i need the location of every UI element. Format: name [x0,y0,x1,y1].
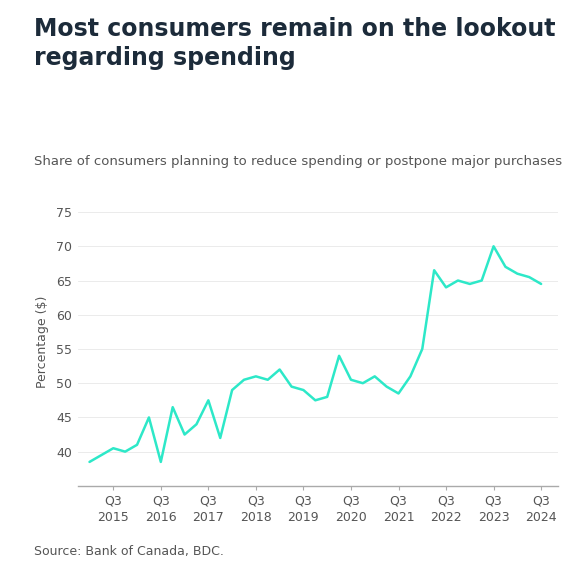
Text: Share of consumers planning to reduce spending or postpone major purchases: Share of consumers planning to reduce sp… [34,155,562,168]
Text: Source: Bank of Canada, BDC.: Source: Bank of Canada, BDC. [34,545,224,558]
Text: Most consumers remain on the lookout
regarding spending: Most consumers remain on the lookout reg… [34,17,556,70]
Y-axis label: Percentage ($): Percentage ($) [36,296,49,388]
